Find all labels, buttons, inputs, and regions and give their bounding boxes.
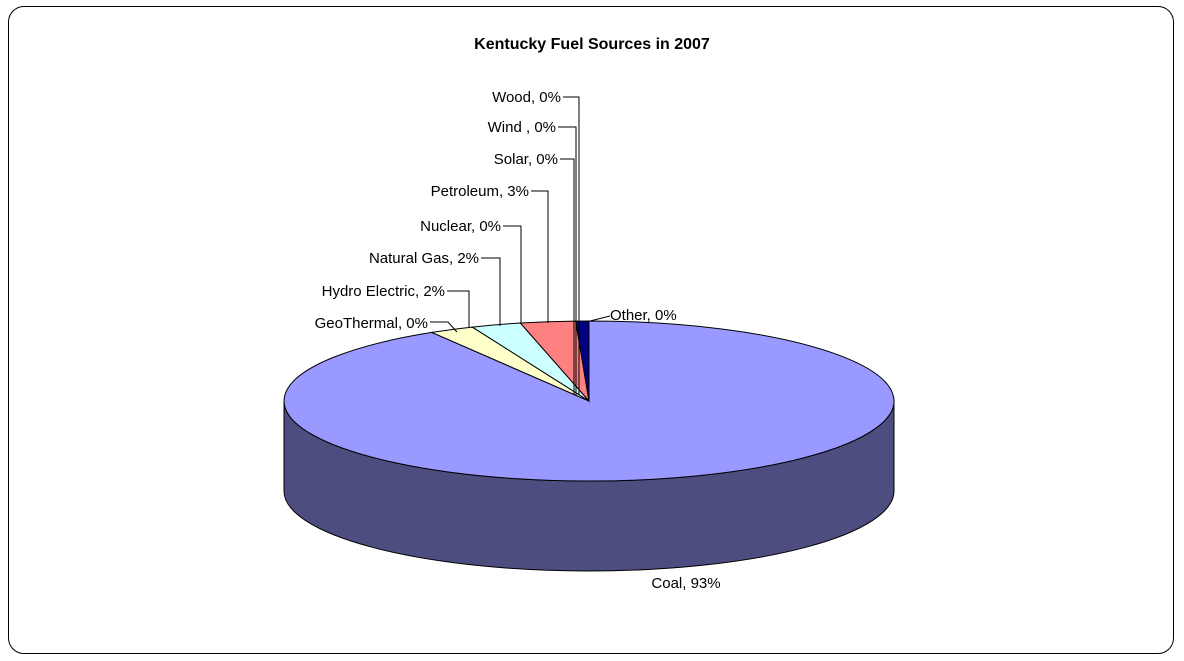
leader-line-other <box>585 315 611 323</box>
leader-line-nuclear <box>503 225 522 323</box>
leader-line-solar <box>560 158 575 395</box>
leader-lines <box>430 96 611 395</box>
data-label-other: Other, 0% <box>610 307 677 324</box>
data-label-geothermal: GeoThermal, 0% <box>315 315 428 332</box>
data-label-wood: Wood, 0% <box>492 89 561 106</box>
leader-line-natural-gas <box>481 257 501 326</box>
leader-line-petroleum <box>531 190 549 323</box>
leader-line-wood <box>563 96 580 395</box>
leader-line-wind <box>558 126 577 395</box>
data-label-hydro-electric: Hydro Electric, 2% <box>322 283 445 300</box>
chart-title: Kentucky Fuel Sources in 2007 <box>474 36 710 53</box>
leader-line-geothermal <box>430 321 458 333</box>
data-label-petroleum: Petroleum, 3% <box>431 183 529 200</box>
data-label-natural-gas: Natural Gas, 2% <box>369 250 479 267</box>
data-label-solar: Solar, 0% <box>494 151 558 168</box>
data-label-nuclear: Nuclear, 0% <box>420 218 501 235</box>
data-label-coal: Coal, 93% <box>651 575 720 592</box>
data-label-wind: Wind , 0% <box>488 119 556 136</box>
leader-line-hydro-electric <box>447 290 470 328</box>
